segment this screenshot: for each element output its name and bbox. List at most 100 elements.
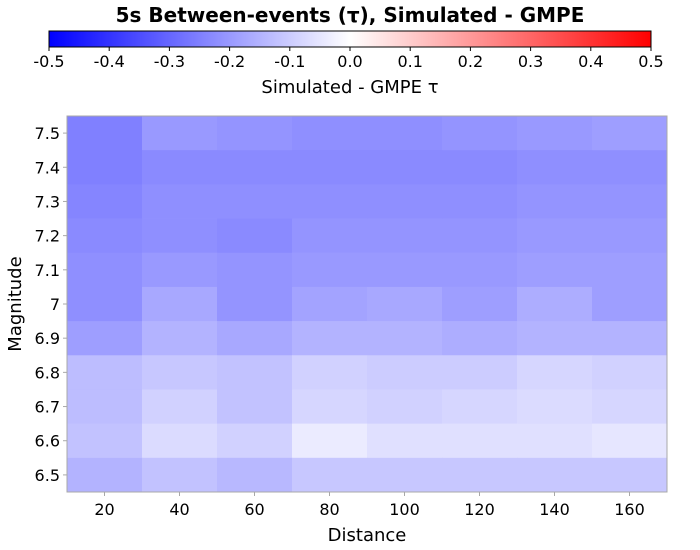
x-tick-label: 80 [319,500,339,519]
heatmap-cell [67,218,143,254]
heatmap-cell [442,150,518,185]
heatmap-cell [142,116,218,151]
colorbar-ticks: -0.5 -0.4 -0.3 -0.2 -0.1 0.0 0.1 0.2 0.3 0.4 0.5 [33,47,664,71]
heatmap-cell [517,321,593,356]
heatmap-cell [142,184,218,219]
colorbar [48,30,652,48]
y-tick-label: 7.1 [35,261,60,280]
heatmap-cell [67,116,143,151]
heatmap-cell [217,286,293,322]
x-tick-label: 120 [464,500,495,519]
x-tick-label: 40 [169,500,189,519]
heatmap-cell [292,321,368,356]
heatmap-cell [292,423,368,459]
heatmap-cell [442,252,518,288]
heatmap-cell [592,218,668,254]
x-axis-ticks: 20 40 60 80 100 120 140 160 [94,492,645,519]
heatmap-cell [142,389,218,425]
heatmap-cell [292,150,368,185]
heatmap-cell [292,116,368,151]
heatmap-cell [292,184,368,219]
heatmap-cell [67,457,143,493]
heatmap-cell [217,457,293,493]
x-tick-label: 60 [244,500,264,519]
heatmap-cell [517,355,593,390]
y-axis-ticks: 7.5 7.4 7.3 7.2 7.1 7 6.9 6.8 6.7 6.6 6.5 [35,124,67,485]
heatmap-cells [67,116,668,493]
heatmap-cell [517,150,593,185]
heatmap-cell [217,321,293,356]
heatmap-cell [367,150,443,185]
heatmap-cell [592,321,668,356]
heatmap-cell [292,218,368,254]
heatmap-cell [442,321,518,356]
heatmap-cell [367,321,443,356]
heatmap-cell [367,286,443,322]
heatmap-cell [367,423,443,459]
heatmap-cell [292,389,368,425]
y-tick-label: 6.6 [35,432,60,451]
heatmap-cell [517,389,593,425]
heatmap-cell [67,355,143,390]
heatmap-cell [592,252,668,288]
heatmap-cell [217,423,293,459]
x-tick-label: 140 [539,500,570,519]
heatmap-cell [592,116,668,151]
y-tick-label: 7.3 [35,192,60,211]
heatmap-cell [517,184,593,219]
colorbar-tick-label: 0.0 [337,52,362,71]
colorbar-tick-label: 0.2 [458,52,483,71]
colorbar-tick-label: -0.1 [274,52,305,71]
heatmap-cell [442,389,518,425]
heatmap-cell [67,184,143,219]
heatmap-cell [367,389,443,425]
heatmap-cell [592,355,668,390]
heatmap-cell [217,116,293,151]
heatmap-cell [442,423,518,459]
heatmap-cell [217,218,293,254]
heatmap-cell [142,218,218,254]
colorbar-tick-label: -0.3 [154,52,185,71]
heatmap-cell [67,389,143,425]
heatmap-cell [367,252,443,288]
heatmap-cell [292,457,368,493]
heatmap-cell [517,423,593,459]
heatmap-cell [142,150,218,185]
heatmap-cell [367,355,443,390]
colorbar-tick-label: -0.5 [33,52,64,71]
colorbar-tick-label: 0.1 [397,52,422,71]
heatmap-cell [142,321,218,356]
heatmap-cell [592,286,668,322]
heatmap-cell [292,355,368,390]
heatmap-cell [517,286,593,322]
heatmap-cell [442,116,518,151]
heatmap-cell [67,286,143,322]
heatmap-cell [67,252,143,288]
heatmap-cell [142,286,218,322]
heatmap-cell [442,457,518,493]
heatmap-cell [67,423,143,459]
heatmap-cell [67,321,143,356]
y-tick-label: 7.2 [35,227,60,246]
heatmap-cell [442,286,518,322]
colorbar-tick-label: -0.4 [94,52,125,71]
x-tick-label: 100 [389,500,420,519]
heatmap-cell [592,389,668,425]
heatmap-cell [292,286,368,322]
heatmap-cell [592,150,668,185]
x-axis-label: Distance [328,525,407,546]
heatmap-cell [217,389,293,425]
x-tick-label: 160 [614,500,645,519]
heatmap-cell [67,150,143,185]
heatmap-cell [292,252,368,288]
heatmap-cell [517,116,593,151]
heatmap-cell [367,116,443,151]
heatmap-cell [517,457,593,493]
y-tick-label: 6.7 [35,398,60,417]
y-tick-label: 7.4 [35,158,60,177]
heatmap-cell [442,184,518,219]
heatmap-cell [367,457,443,493]
y-tick-label: 6.9 [35,329,60,348]
heatmap-cell [517,252,593,288]
